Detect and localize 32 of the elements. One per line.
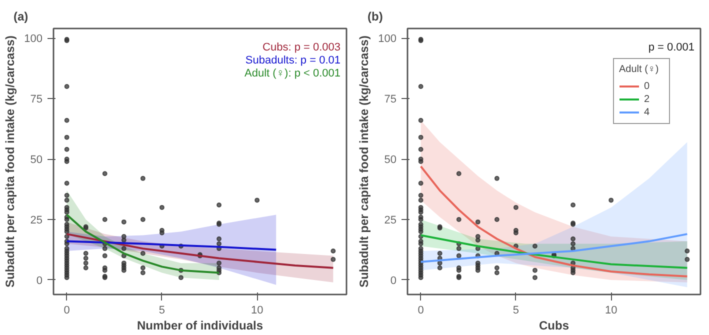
line-series xyxy=(420,165,688,278)
x-tick-label: 5 xyxy=(158,304,166,316)
legend-label: 4 xyxy=(644,106,651,118)
y-tick-label: 100 xyxy=(378,33,397,46)
y-axis-title: Subadult per capita food intake (kg/carcass) xyxy=(3,35,18,288)
x-tick-label: 0 xyxy=(418,304,424,316)
y-tick-label: 75 xyxy=(30,94,43,106)
annotation: p = 0.001 xyxy=(648,42,695,54)
y-tick-label: 25 xyxy=(30,214,43,227)
legend-label: 0 xyxy=(644,80,651,92)
annotation: Cubs: p = 0.003 xyxy=(262,42,341,54)
x-tick-label: 0 xyxy=(64,304,70,316)
y-tick-label: 0 xyxy=(390,274,397,287)
x-tick-label: 5 xyxy=(512,304,520,316)
y-tick-label: 75 xyxy=(384,94,397,106)
line-series xyxy=(66,240,278,251)
y-tick-label: 50 xyxy=(30,154,43,166)
legend-title: Adult (♀) xyxy=(619,64,660,75)
chart-title: (b) xyxy=(368,10,383,24)
y-tick-label: 0 xyxy=(36,274,43,287)
chart-title: (a) xyxy=(14,10,28,24)
x-tick-label: 10 xyxy=(604,304,618,316)
annotation: Subadults: p = 0.01 xyxy=(245,54,341,66)
y-tick-label: 25 xyxy=(384,214,397,227)
x-axis-title: Number of individuals xyxy=(136,318,264,332)
y-tick-label: 100 xyxy=(24,33,43,46)
y-axis-title: Subadult per capita food intake (kg/carcass) xyxy=(357,35,372,288)
legend-label: 2 xyxy=(644,93,651,105)
annotation: Adult (♀): p < 0.001 xyxy=(244,68,340,80)
x-axis-title: Cubs xyxy=(539,318,570,332)
y-tick-label: 50 xyxy=(384,154,397,166)
x-tick-label: 10 xyxy=(250,304,264,316)
